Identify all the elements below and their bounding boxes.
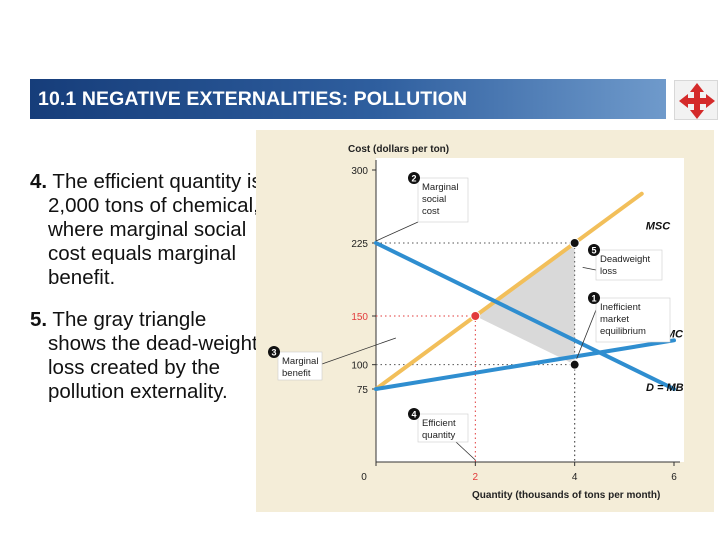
callout-text: loss	[600, 266, 617, 277]
y-tick-label: 150	[351, 312, 368, 323]
paragraph-number: 5.	[30, 308, 48, 331]
curve-label-msc: MSC	[646, 220, 672, 232]
callout-leader	[375, 221, 419, 242]
x-tick-label: 6	[671, 472, 677, 483]
callout-text: cost	[422, 206, 440, 217]
callout-text: market	[600, 314, 629, 325]
four-way-arrows-icon[interactable]	[674, 80, 718, 120]
callout-text: Marginal	[282, 356, 318, 367]
title-banner	[30, 79, 666, 119]
point-msc-at-market	[569, 238, 580, 248]
paragraph-text: The gray triangle shows the dead-weight …	[47, 308, 258, 403]
point-efficient	[470, 311, 481, 321]
callout-leader	[321, 337, 396, 365]
callout-box	[595, 249, 663, 281]
externality-chart-svg: Cost (dollars per ton) Quantity (thousand…	[256, 130, 714, 512]
callout-number: 4	[411, 410, 416, 420]
y-tick-label: 300	[351, 166, 368, 177]
callout-text: benefit	[282, 368, 311, 379]
callout-box	[595, 297, 671, 343]
callout-text: Efficient	[422, 418, 456, 429]
callout-badge	[408, 172, 420, 184]
bullet-text: 4. The efficient quantity is 2,000 tons …	[30, 170, 262, 422]
paragraph-number: 4.	[30, 170, 48, 193]
callout-badge	[588, 292, 600, 304]
callout-badge	[268, 346, 280, 358]
callout-text: equilibrium	[600, 326, 646, 337]
curve-msc	[374, 191, 644, 391]
callout-number: 1	[591, 294, 596, 304]
paragraph-text: The efficient quantity is 2,000 tons of …	[47, 170, 262, 289]
y-tick-label: 225	[351, 239, 368, 250]
callout-badge	[588, 244, 600, 256]
point-market-equilibrium	[569, 359, 580, 370]
x-tick-label: 2	[473, 472, 479, 483]
callout-leader	[455, 441, 476, 461]
y-tick-label: 75	[357, 385, 369, 396]
callout-number: 3	[271, 348, 276, 358]
callout-leader	[576, 309, 597, 359]
callout-box	[417, 413, 469, 443]
y-tick-label: 100	[351, 361, 368, 372]
curve-label-demand: D = MB	[646, 382, 684, 394]
callout-text: quantity	[422, 430, 456, 441]
deadweight-loss-triangle	[475, 243, 575, 365]
x-tick-label: 0	[361, 472, 367, 483]
externality-chart: Cost (dollars per ton) Quantity (thousand…	[256, 130, 714, 512]
curve-d-mb	[374, 241, 676, 391]
paragraph-4: 4. The efficient quantity is 2,000 tons …	[30, 170, 262, 290]
callout-leader	[582, 266, 597, 271]
callout-text: Inefficient	[600, 302, 641, 313]
callout-text: social	[422, 194, 446, 205]
callout-number: 2	[411, 174, 416, 184]
callout-number: 5	[591, 246, 596, 256]
x-tick-label: 4	[572, 472, 578, 483]
y-axis-label: Cost (dollars per ton)	[348, 144, 449, 155]
paragraph-5: 5. The gray triangle shows the dead-weig…	[30, 308, 262, 404]
callout-text: Marginal	[422, 182, 458, 193]
callout-badge	[408, 408, 420, 420]
x-axis-label: Quantity (thousands of tons per month)	[472, 490, 660, 501]
callout-box	[277, 351, 323, 381]
curve-s-mc	[374, 338, 676, 391]
slide-title: 10.1 NEGATIVE EXTERNALITIES: POLLUTION	[38, 88, 468, 110]
callout-text: Deadweight	[600, 254, 651, 265]
callout-box	[417, 177, 469, 223]
